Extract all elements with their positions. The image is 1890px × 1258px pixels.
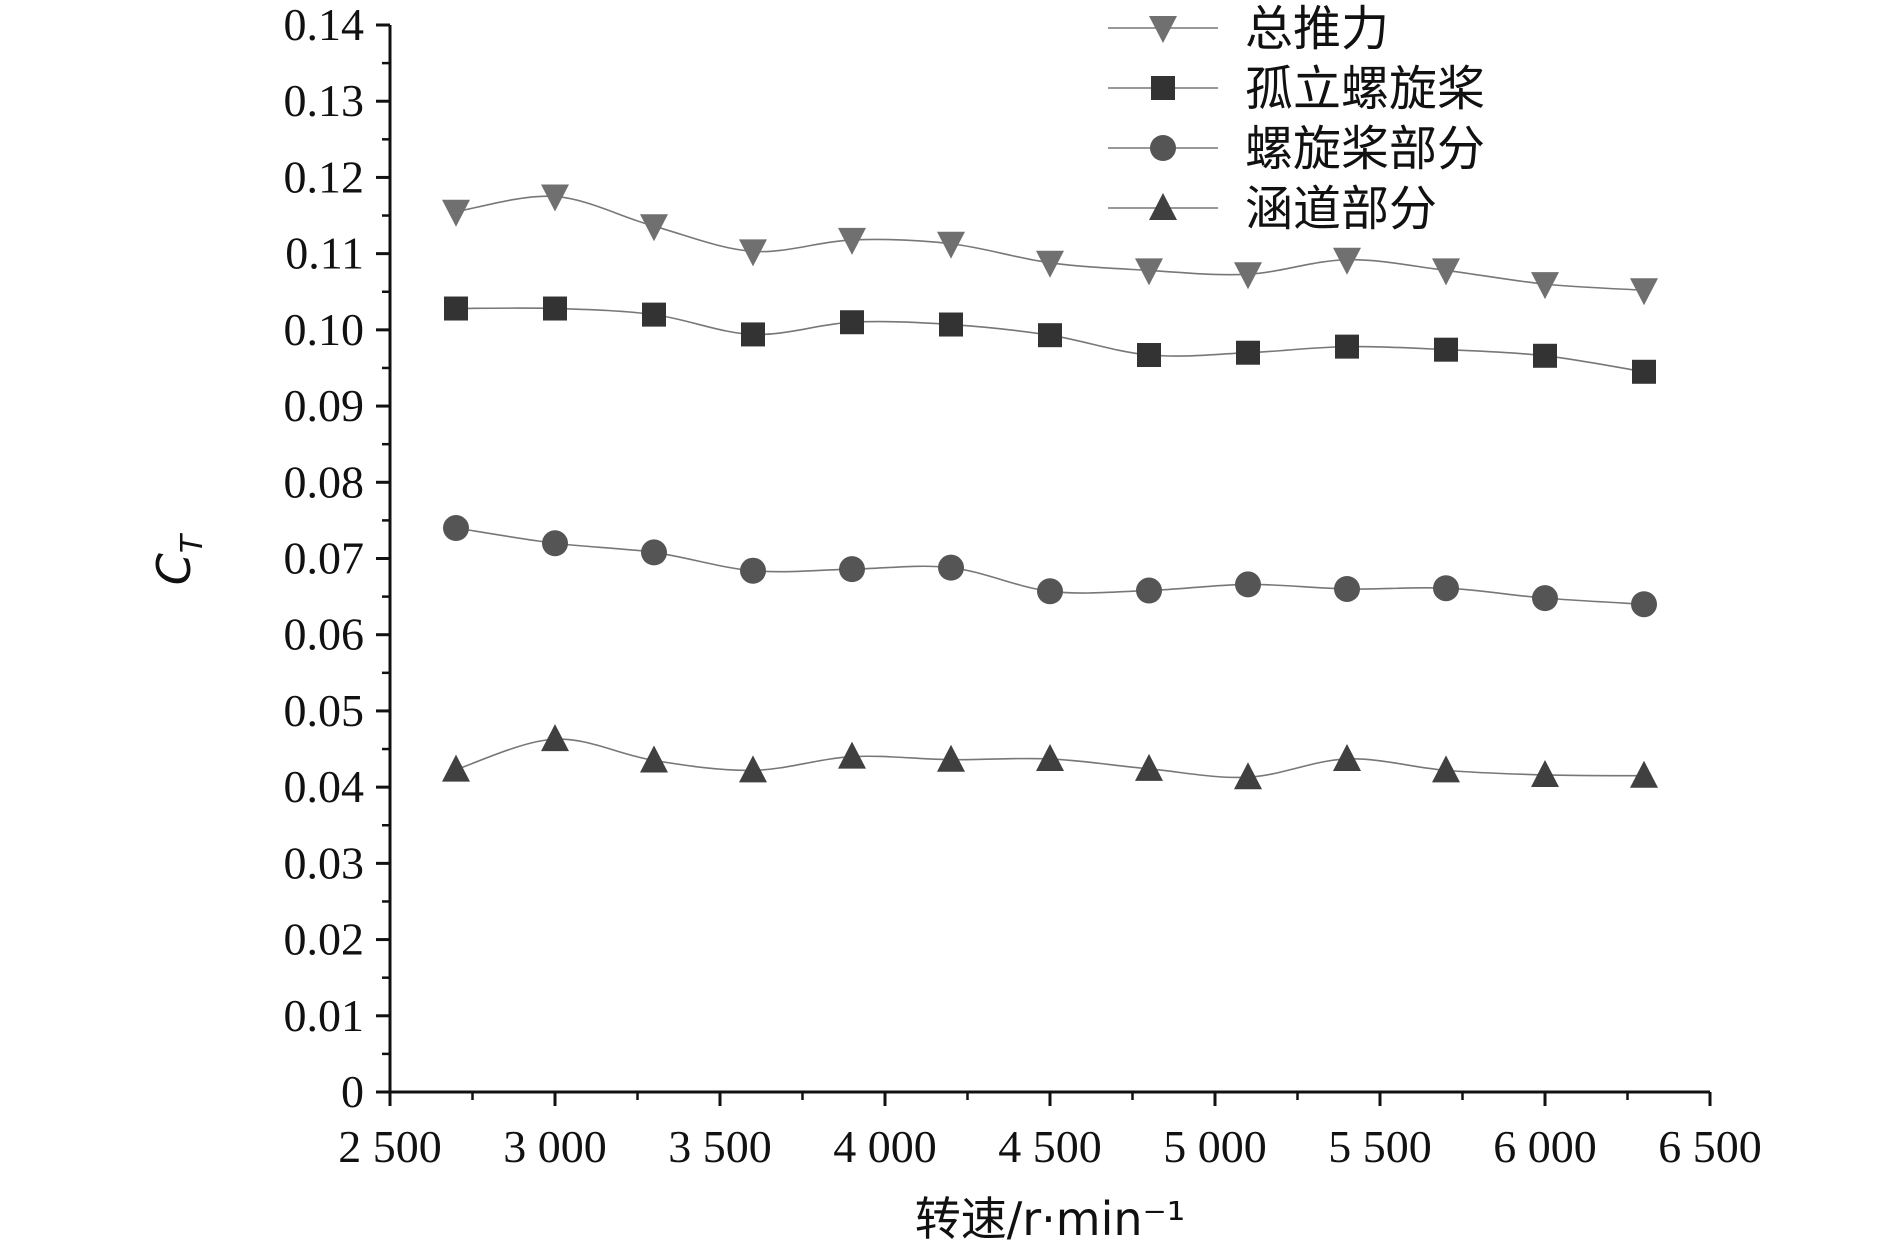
x-tick-label: 3 000 bbox=[503, 1121, 607, 1172]
y-tick-label: 0.09 bbox=[284, 380, 365, 431]
data-point-series-3 bbox=[542, 530, 568, 557]
data-point-series-4 bbox=[1036, 743, 1064, 771]
data-point-series-3 bbox=[443, 515, 469, 542]
data-point-series-4 bbox=[1630, 760, 1658, 788]
data-point-series-2 bbox=[840, 310, 864, 335]
data-point-series-3 bbox=[740, 557, 766, 584]
data-point-series-2 bbox=[1434, 337, 1458, 362]
data-point-series-1 bbox=[541, 184, 569, 212]
data-point-series-1 bbox=[1333, 247, 1361, 275]
data-point-series-4 bbox=[1531, 759, 1559, 787]
x-tick-label: 5 500 bbox=[1328, 1121, 1432, 1172]
data-point-series-2 bbox=[1632, 359, 1656, 384]
legend-label: 孤立螺旋桨 bbox=[1245, 61, 1485, 117]
data-point-series-1 bbox=[1630, 278, 1658, 306]
data-point-series-2 bbox=[1236, 340, 1260, 365]
data-point-series-3 bbox=[1532, 585, 1558, 612]
data-point-series-1 bbox=[1135, 258, 1163, 286]
x-tick-label: 5 000 bbox=[1163, 1121, 1267, 1172]
y-tick-label: 0.11 bbox=[285, 228, 364, 279]
data-point-series-2 bbox=[741, 322, 765, 347]
x-axis-title: 转速/r·min⁻¹ bbox=[915, 1192, 1186, 1246]
data-point-series-1 bbox=[1531, 272, 1559, 300]
y-tick-label: 0.07 bbox=[284, 533, 365, 584]
data-point-series-4 bbox=[442, 754, 470, 782]
data-point-series-3 bbox=[839, 556, 865, 583]
y-tick-label: 0.06 bbox=[284, 609, 365, 660]
data-point-series-2 bbox=[1533, 343, 1557, 368]
y-tick-label: 0.04 bbox=[284, 761, 365, 812]
y-tick-label: 0.05 bbox=[284, 685, 365, 736]
data-point-series-4 bbox=[640, 745, 668, 773]
data-point-series-4 bbox=[541, 724, 569, 752]
plot-area bbox=[442, 184, 1658, 790]
legend-marker bbox=[1151, 76, 1175, 100]
data-point-series-2 bbox=[1335, 334, 1359, 359]
legend-label: 涵道部分 bbox=[1245, 181, 1437, 237]
data-point-series-4 bbox=[937, 744, 965, 772]
data-point-series-4 bbox=[1432, 755, 1460, 783]
data-point-series-1 bbox=[739, 239, 767, 267]
data-point-series-2 bbox=[642, 302, 666, 327]
x-tick-label: 2 500 bbox=[338, 1121, 442, 1172]
data-point-series-3 bbox=[938, 554, 964, 581]
x-tick-label: 6 500 bbox=[1658, 1121, 1762, 1172]
y-tick-label: 0.10 bbox=[284, 304, 365, 355]
data-point-series-2 bbox=[1038, 323, 1062, 348]
data-point-series-3 bbox=[1433, 575, 1459, 602]
x-tick-label: 4 000 bbox=[833, 1121, 937, 1172]
y-tick-label: 0.02 bbox=[284, 914, 365, 965]
data-point-series-1 bbox=[937, 231, 965, 259]
legend-marker bbox=[1150, 135, 1176, 161]
data-point-series-2 bbox=[444, 296, 468, 321]
x-tick-label: 6 000 bbox=[1493, 1121, 1597, 1172]
y-axis-title-main: C bbox=[147, 553, 201, 585]
data-point-series-2 bbox=[543, 296, 567, 321]
y-tick-label: 0.13 bbox=[284, 75, 365, 126]
data-point-series-4 bbox=[1234, 762, 1262, 790]
data-point-series-1 bbox=[640, 214, 668, 242]
data-point-series-1 bbox=[1036, 250, 1064, 278]
data-point-series-4 bbox=[838, 741, 866, 769]
y-tick-label: 0.01 bbox=[284, 990, 365, 1041]
data-point-series-3 bbox=[1037, 578, 1063, 605]
data-point-series-4 bbox=[739, 755, 767, 783]
y-tick-label: 0 bbox=[341, 1066, 364, 1117]
data-point-series-3 bbox=[1631, 591, 1657, 618]
y-tick-label: 0.14 bbox=[284, 0, 365, 50]
data-point-series-1 bbox=[1234, 262, 1262, 290]
data-point-series-4 bbox=[1135, 753, 1163, 781]
y-tick-label: 0.08 bbox=[284, 456, 365, 507]
data-point-series-3 bbox=[1136, 577, 1162, 604]
axes: 0 0.01 0.02 0.03 0.04 0.05 0.06 0.07 0.08 0.09 0.1… bbox=[147, 0, 1762, 1246]
legend-marker bbox=[1149, 16, 1177, 43]
x-tick-label: 3 500 bbox=[668, 1121, 772, 1172]
x-tick-label: 4 500 bbox=[998, 1121, 1102, 1172]
data-point-series-1 bbox=[442, 199, 470, 227]
y-tick-label: 0.12 bbox=[284, 151, 365, 202]
y-axis-title: CT bbox=[147, 532, 210, 585]
data-point-series-2 bbox=[1137, 343, 1161, 368]
data-point-series-3 bbox=[1334, 575, 1360, 602]
y-axis-title-subscript: T bbox=[175, 532, 210, 553]
legend-label: 总推力 bbox=[1245, 1, 1389, 57]
data-point-series-4 bbox=[1333, 743, 1361, 771]
data-point-series-3 bbox=[641, 539, 667, 566]
data-point-series-2 bbox=[939, 312, 963, 337]
data-point-series-1 bbox=[838, 227, 866, 255]
y-tick-label: 0.03 bbox=[284, 837, 365, 888]
data-point-series-1 bbox=[1432, 258, 1460, 286]
legend-label: 螺旋桨部分 bbox=[1245, 121, 1485, 177]
legend-marker bbox=[1149, 193, 1177, 220]
data-point-series-3 bbox=[1235, 571, 1261, 598]
